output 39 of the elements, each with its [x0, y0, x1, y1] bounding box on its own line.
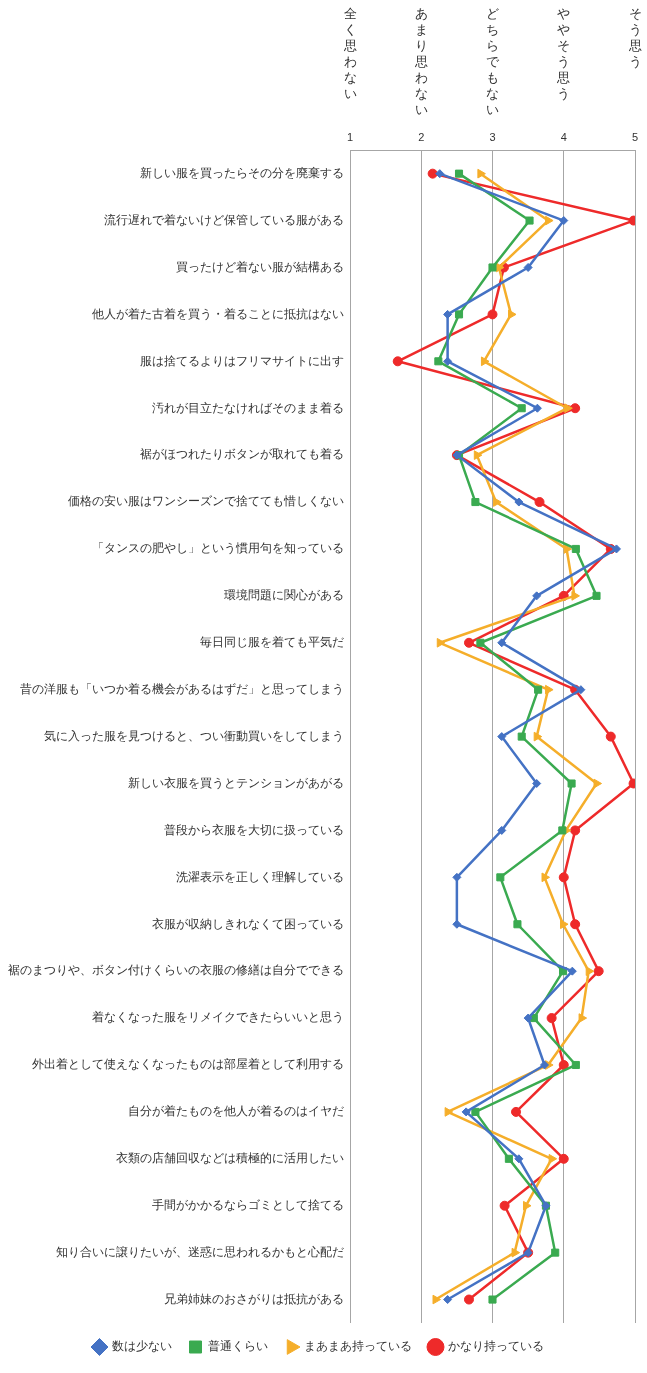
legend-label: 普通くらい	[207, 1339, 268, 1354]
text: あまり思わない	[413, 6, 428, 118]
y-tick-label: 流行遅れで着ないけど保管している服がある	[104, 212, 344, 227]
y-tick-label: 毎日同じ服を着ても平気だ	[200, 635, 344, 650]
y-tick-label: 衣類の店舗回収などは積極的に活用したい	[116, 1151, 344, 1166]
y-tick-label: 普段から衣服を大切に扱っている	[164, 822, 344, 837]
y-tick-label: 知り合いに譲りたいが、迷惑に思われるかもと心配だ	[56, 1244, 344, 1259]
y-tick-label: 自分が着たものを他人が着るのはイヤだ	[128, 1104, 344, 1119]
text: ややそう思う	[556, 6, 571, 102]
x-tick-label: 2	[418, 130, 425, 143]
y-tick-label: 裾がほつれたりボタンが取れても着る	[140, 447, 344, 462]
y-tick-label: 昔の洋服も「いつか着る機会があるはずだ」と思ってしまう	[20, 682, 344, 696]
y-tick-label: 環境問題に関心がある	[224, 588, 344, 603]
legend-label: 数は少ない	[111, 1339, 172, 1354]
y-tick-label: 外出着として使えなくなったものは部屋着として利用する	[32, 1057, 344, 1072]
text: 全く思わない	[342, 6, 357, 102]
y-tick-label: 価格の安い服はワンシーズンで捨てても惜しくない	[68, 494, 344, 509]
legend-label: かなり持っている	[447, 1339, 544, 1354]
y-tick-label: 衣服が収納しきれなくて困っている	[152, 916, 344, 931]
x-tick-label: 4	[560, 130, 567, 143]
x-tick-label: 1	[346, 130, 354, 143]
y-tick-label: 服は捨てるよりはフリマサイトに出す	[140, 353, 344, 368]
y-tick-label: 汚れが目立たなければそのまま着る	[152, 400, 344, 415]
y-tick-label: 手間がかかるならゴミとして捨てる	[152, 1198, 344, 1213]
y-tick-label: 新しい衣服を買うとテンションがあがる	[128, 775, 344, 790]
y-tick-label: 裾のまつりや、ボタン付けくらいの衣服の修繕は自分でできる	[8, 963, 344, 978]
legend-label: まあまあ持っている	[303, 1339, 412, 1354]
y-tick-label: 洗濯表示を正しく理解している	[176, 869, 344, 884]
y-tick-label: 着なくなった服をリメイクできたらいいと思う	[92, 1010, 344, 1025]
y-tick-label: 買ったけど着ない服が結構ある	[176, 259, 344, 274]
x-tick-label: 3	[489, 130, 496, 143]
y-tick-label: 「タンスの肥やし」という慣用句を知っている	[92, 541, 344, 556]
y-tick-label: 兄弟姉妹のおさがりは抵抗がある	[164, 1291, 344, 1306]
x-tick-label: 5	[631, 130, 639, 143]
text: そう思う	[627, 6, 642, 70]
y-tick-label: 新しい服を買ったらその分を廃棄する	[140, 165, 344, 180]
y-tick-label: 気に入った服を見つけると、つい衝動買いをしてしまう	[44, 728, 344, 743]
text: どちらでもない	[486, 6, 500, 118]
y-tick-label: 他人が着た古着を買う・着ることに抵抗はない	[92, 306, 344, 321]
